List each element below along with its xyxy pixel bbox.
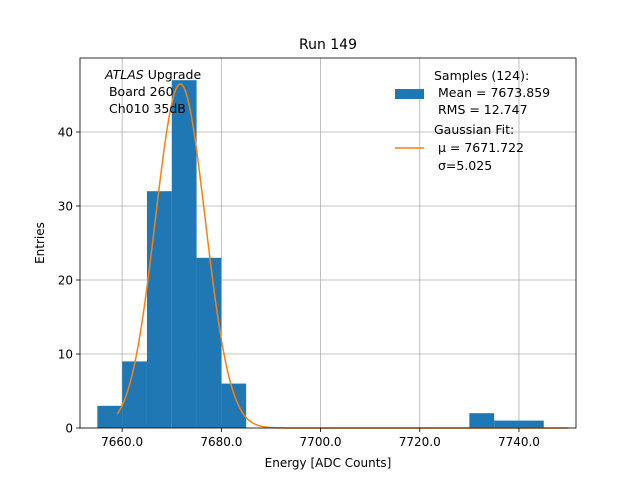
annotation-line-3: Ch010 35dB xyxy=(105,101,186,116)
axis-ticks: 7660.0 7680.0 7700.0 7720.0 7740.0 0 10 20 30 40 xyxy=(58,126,540,450)
legend-fit-line-3: σ=5.025 xyxy=(434,158,492,173)
x-tick-label: 7720.0 xyxy=(399,435,441,449)
y-tick-label: 20 xyxy=(58,274,73,288)
legend: Samples (124): Mean = 7673.859 RMS = 12.… xyxy=(395,68,550,173)
histogram-bar xyxy=(494,420,519,428)
histogram-bar xyxy=(196,257,222,428)
annotation-line-1: ATLAS Upgrade xyxy=(104,67,201,82)
x-tick-label: 7700.0 xyxy=(300,435,342,449)
x-tick-label: 7660.0 xyxy=(101,435,143,449)
legend-histogram-line-3: RMS = 12.747 xyxy=(434,102,528,117)
histogram-bar xyxy=(469,413,495,428)
annotation-upgrade: Upgrade xyxy=(144,67,202,82)
legend-histogram-line-2: Mean = 7673.859 xyxy=(434,85,550,100)
x-axis-label: Energy [ADC Counts] xyxy=(265,456,392,470)
x-tick-label: 7740.0 xyxy=(498,435,540,449)
annotation-line-2: Board 260 xyxy=(105,84,174,99)
legend-histogram-line-1: Samples (124): xyxy=(434,68,529,83)
histogram-bar xyxy=(171,80,197,428)
plot-frame xyxy=(79,57,577,429)
annotation-box: ATLAS Upgrade Board 260 Ch010 35dB xyxy=(104,67,201,116)
legend-fit-line-2: μ = 7671.722 xyxy=(434,140,524,155)
y-tick-label: 30 xyxy=(58,200,73,214)
y-tick-label: 0 xyxy=(65,422,73,436)
legend-fit-line-1: Gaussian Fit: xyxy=(434,122,514,137)
y-axis-label: Entries xyxy=(33,222,47,264)
y-tick-label: 10 xyxy=(58,348,73,362)
histogram-bar xyxy=(221,383,247,428)
histogram-bar xyxy=(146,191,172,428)
histogram-bar xyxy=(97,405,123,428)
annotation-atlas: ATLAS xyxy=(104,67,144,82)
histogram-bar xyxy=(518,420,544,428)
y-tick-label: 40 xyxy=(58,126,73,140)
legend-histogram-swatch xyxy=(395,89,424,99)
chart-title: Run 149 xyxy=(299,37,357,53)
histogram-bars xyxy=(97,80,544,428)
x-tick-label: 7680.0 xyxy=(200,435,242,449)
